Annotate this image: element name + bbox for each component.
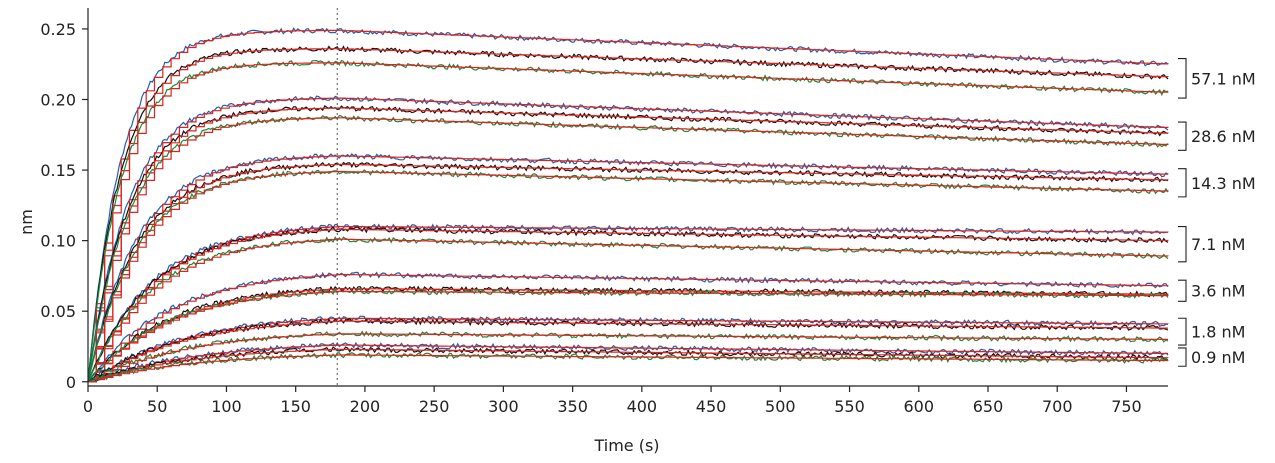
concentration-bracket [1178, 168, 1187, 198]
fit-trace [88, 29, 1169, 383]
y-tick-label: 0.25 [40, 20, 76, 39]
x-tick-label: 700 [1042, 397, 1073, 416]
x-tick-label: 350 [557, 397, 588, 416]
concentration-label: 3.6 nM [1191, 282, 1245, 301]
data-trace [87, 330, 1169, 383]
x-tick-label: 450 [696, 397, 727, 416]
data-trace [87, 351, 1169, 383]
fit-trace [88, 238, 1169, 383]
concentration-label: 1.8 nM [1191, 323, 1245, 342]
y-tick-label: 0.20 [40, 91, 76, 110]
y-tick-label: 0.10 [40, 232, 76, 251]
concentration-label: 0.9 nM [1191, 348, 1245, 367]
x-tick-label: 200 [350, 397, 381, 416]
concentration-bracket [1178, 317, 1187, 346]
x-tick-label: 150 [280, 397, 311, 416]
concentration-label: 7.1 nM [1191, 235, 1245, 254]
y-ticks: 0 0.05 0.10 0.15 0.20 0.25 [40, 20, 88, 392]
fit-trace [88, 163, 1169, 383]
fit-trace [88, 288, 1169, 383]
x-tick-label: 500 [765, 397, 796, 416]
data-trace [87, 226, 1169, 383]
fit-trace [88, 344, 1168, 383]
concentration-bracket [1178, 347, 1187, 367]
fit-trace [88, 333, 1168, 383]
x-tick-label: 100 [211, 397, 242, 416]
x-tick-label: 50 [147, 397, 167, 416]
data-trace [87, 45, 1169, 382]
x-axis-title: Time (s) [593, 436, 659, 455]
fit-trace [88, 290, 1169, 383]
x-tick-label: 250 [419, 397, 450, 416]
concentration-labels: 57.1 nM 28.6 nM 14.3 nM 7.1 nM 3.6 nM 1.8 nM 0… [1178, 58, 1256, 367]
fit-trace [88, 354, 1169, 383]
x-tick-label: 650 [973, 397, 1004, 416]
fit-trace [88, 97, 1169, 383]
fit-trace [88, 62, 1169, 383]
x-tick-label: 0 [83, 397, 93, 416]
fit-trace [88, 348, 1169, 383]
concentration-label: 14.3 nM [1191, 174, 1256, 193]
concentration-bracket [1178, 121, 1187, 151]
fit-trace [88, 320, 1168, 383]
concentration-bracket [1178, 58, 1187, 99]
y-tick-label: 0.05 [40, 302, 76, 321]
sensorgram-traces [87, 27, 1169, 383]
fit-trace [88, 155, 1169, 383]
fit-trace [88, 228, 1169, 383]
concentration-bracket [1178, 279, 1187, 302]
fit-trace [88, 107, 1169, 383]
x-tick-label: 550 [834, 397, 865, 416]
x-tick-label: 600 [903, 397, 934, 416]
fit-trace [88, 170, 1169, 383]
y-axis-title: nm [17, 209, 36, 235]
data-trace [87, 161, 1169, 382]
fit-trace [88, 273, 1169, 383]
y-tick-label: 0.15 [40, 161, 76, 180]
x-tick-label: 400 [627, 397, 658, 416]
x-tick-label: 300 [488, 397, 519, 416]
fit-trace [88, 117, 1169, 383]
fit-trace [88, 48, 1169, 383]
x-tick-label: 750 [1111, 397, 1142, 416]
concentration-bracket [1178, 225, 1187, 263]
x-ticks: 0 50 100 150 200 250 300 350 400 450 500 550 600 650 7… [83, 386, 1142, 416]
concentration-label: 57.1 nM [1191, 69, 1256, 88]
y-tick-label: 0 [66, 373, 76, 392]
concentration-label: 28.6 nM [1191, 127, 1256, 146]
